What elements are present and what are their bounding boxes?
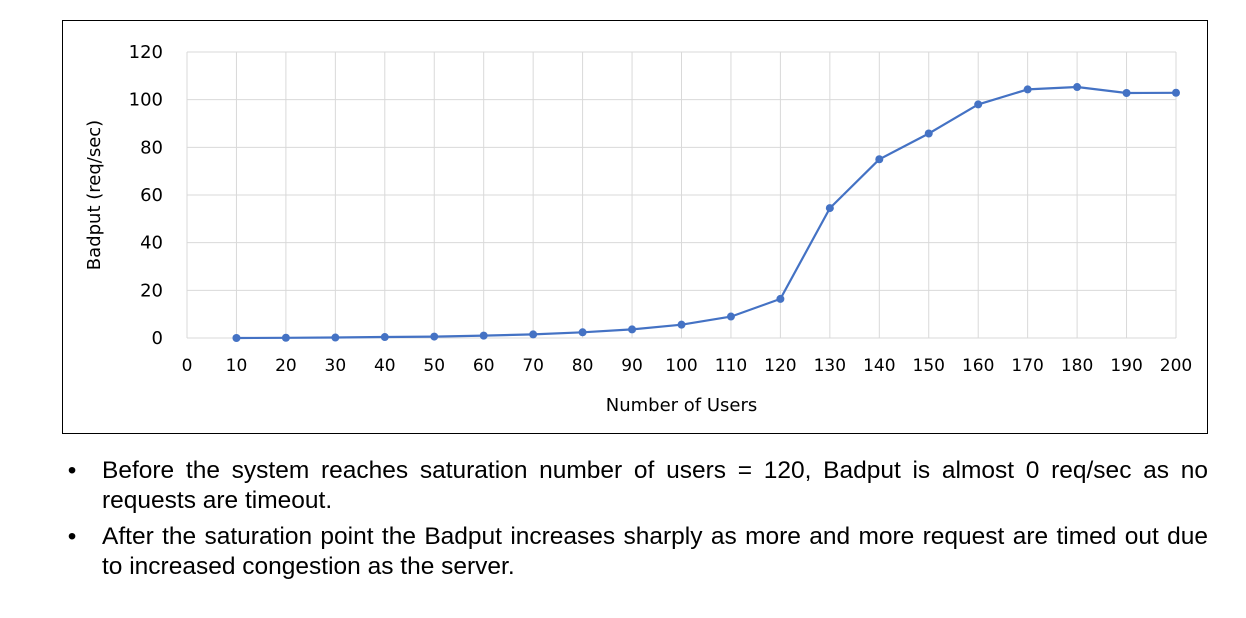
x-tick-label: 160: [962, 356, 994, 376]
notes-list: • Before the system reaches saturation n…: [62, 456, 1208, 588]
x-tick-label: 110: [715, 356, 747, 376]
y-tick-label: 60: [140, 185, 163, 206]
x-tick-label: 190: [1110, 356, 1142, 376]
x-tick-label: 70: [522, 356, 544, 376]
x-tick-label: 40: [374, 356, 396, 376]
y-tick-label: 100: [129, 90, 163, 111]
data-point: [875, 155, 884, 164]
x-tick-label: 180: [1061, 356, 1093, 376]
y-axis-title: Badput (req/sec): [84, 120, 105, 270]
x-tick-label: 80: [572, 356, 594, 376]
x-axis-title: Number of Users: [606, 395, 758, 416]
x-tick-label: 170: [1011, 356, 1043, 376]
x-tick-label: 20: [275, 356, 297, 376]
note-text: After the saturation point the Badput in…: [102, 523, 1208, 580]
data-point: [776, 294, 785, 303]
note-item: • Before the system reaches saturation n…: [62, 456, 1208, 516]
note-text: Before the system reaches saturation num…: [102, 457, 1208, 514]
y-tick-label: 40: [140, 233, 163, 254]
x-tick-label: 150: [913, 356, 945, 376]
y-tick-label: 120: [129, 42, 163, 63]
data-point: [825, 204, 834, 213]
x-tick-label: 140: [863, 356, 895, 376]
data-point: [430, 332, 439, 341]
x-tick-label: 130: [814, 356, 846, 376]
x-tick-label: 90: [621, 356, 643, 376]
badput-line-chart: 0 20 40 60 80 100 120 0 10 20 30 40 50 60 70 80 90 100 11…: [84, 42, 1193, 416]
bullet-icon: •: [67, 523, 77, 550]
y-tick-label: 80: [140, 137, 163, 158]
x-tick-label: 200: [1160, 356, 1192, 376]
note-item: • After the saturation point the Badput …: [62, 522, 1208, 582]
data-point: [726, 312, 735, 321]
data-point: [1122, 88, 1131, 97]
data-point: [331, 333, 340, 342]
x-tick-label: 30: [325, 356, 347, 376]
data-point: [380, 333, 389, 342]
data-point: [529, 330, 538, 339]
data-point: [924, 129, 933, 138]
data-point: [578, 328, 587, 337]
data-point: [974, 100, 983, 109]
x-tick-label: 10: [226, 356, 248, 376]
chart-frame: 0 20 40 60 80 100 120 0 10 20 30 40 50 60 70 80 90 100 11…: [62, 20, 1208, 434]
x-tick-labels: 0 10 20 30 40 50 60 70 80 90 100 110 120 130 140 150 160…: [182, 356, 1193, 376]
data-point: [281, 333, 290, 342]
data-point: [628, 325, 637, 334]
series-layer: [232, 83, 1180, 342]
x-tick-label: 0: [182, 356, 193, 376]
y-tick-label: 0: [152, 328, 163, 349]
grid-layer: [186, 51, 1177, 339]
x-tick-label: 60: [473, 356, 495, 376]
data-point: [232, 334, 241, 342]
data-point: [1073, 83, 1082, 92]
bullet-icon: •: [67, 457, 77, 484]
x-tick-label: 120: [764, 356, 796, 376]
data-point: [479, 331, 488, 340]
y-tick-labels: 0 20 40 60 80 100 120: [129, 42, 163, 349]
data-point: [1023, 85, 1032, 94]
x-tick-label: 50: [423, 356, 445, 376]
series-line: [236, 85, 1177, 340]
data-point: [677, 320, 686, 329]
data-point: [1172, 88, 1180, 97]
y-tick-label: 20: [140, 280, 163, 301]
x-tick-label: 100: [665, 356, 697, 376]
